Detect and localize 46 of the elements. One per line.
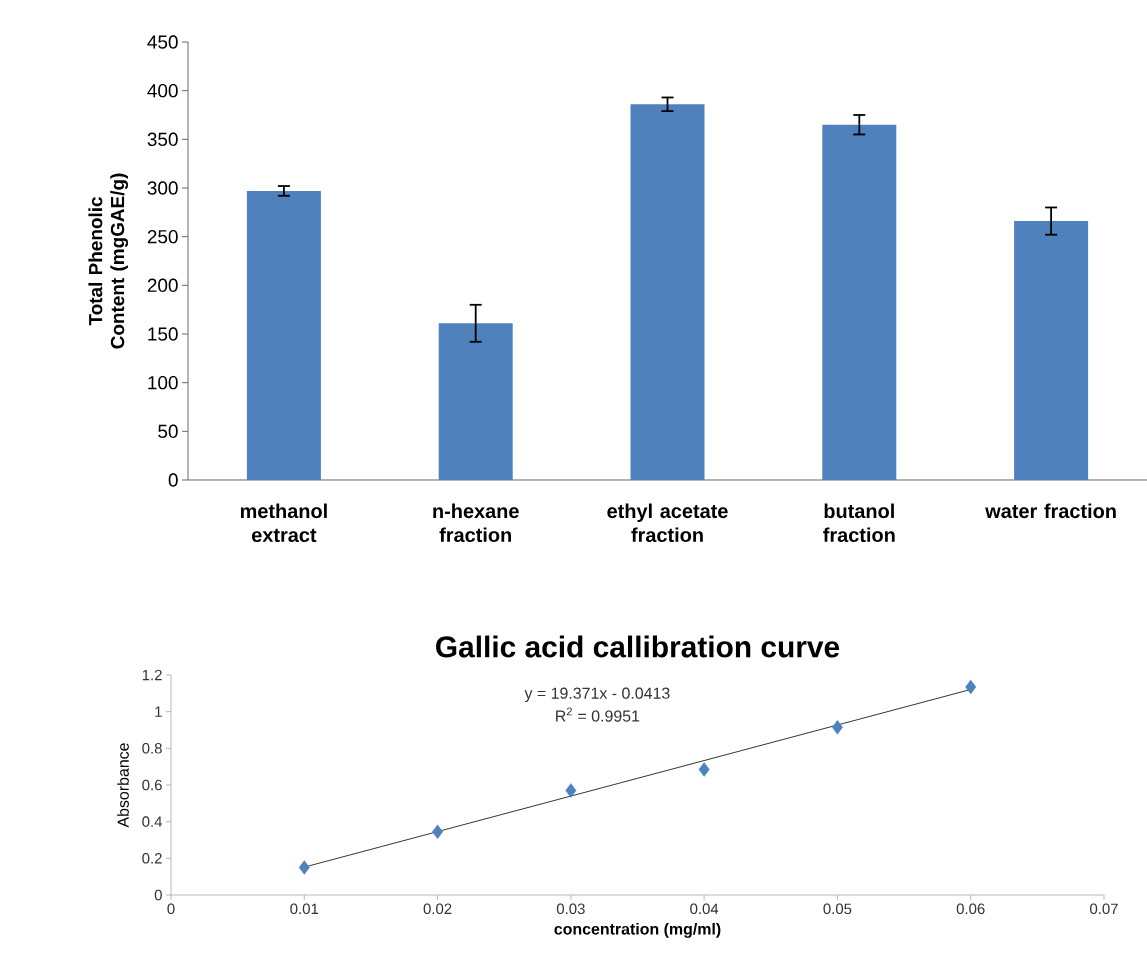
x-tick-label: butanol fraction — [823, 503, 895, 543]
y-axis-title: Absorbance — [117, 743, 129, 828]
y-tick-label: 1.2 — [142, 669, 162, 681]
x-tick-label: 0.03 — [556, 903, 585, 915]
y-tick-label: 400 — [147, 83, 178, 98]
bar — [822, 124, 897, 480]
x-tick-label: 0.05 — [823, 903, 852, 915]
x-tick-label: 0.06 — [956, 903, 985, 915]
annotation: R$^{2}$ = 0.9951 — [556, 707, 640, 722]
point — [565, 783, 577, 798]
x-tick-label: n-hexane fraction — [433, 503, 519, 543]
x-tick-label: 0.01 — [290, 903, 319, 915]
y-tick-label: 200 — [147, 278, 178, 293]
point — [831, 720, 843, 735]
x-tick-label: 0.04 — [690, 903, 719, 915]
bar — [246, 190, 321, 480]
x-tick-label: water fraction — [985, 503, 1116, 519]
point — [298, 860, 310, 875]
y-tick-label: 250 — [147, 229, 178, 244]
x-tick-label: ethyl acetate fraction — [607, 503, 728, 543]
bar — [1014, 221, 1089, 480]
y-tick-label: 450 — [147, 35, 178, 49]
point — [698, 762, 710, 777]
y-tick-label: 0.4 — [142, 816, 163, 827]
chart-title: Gallic acid callibration curve — [436, 635, 840, 658]
y-tick-label: 100 — [148, 375, 178, 390]
point — [432, 824, 444, 839]
y-tick-label: 350 — [147, 132, 178, 147]
y-tick-label: 50 — [158, 424, 178, 439]
y-tick-label: 1 — [155, 706, 162, 717]
bar — [438, 323, 513, 480]
y-axis-title: Total Phenolic Content (mgGAE/g) — [88, 173, 129, 349]
y-tick-label: 150 — [148, 327, 178, 341]
y-tick-label: 0 — [154, 889, 162, 901]
y-tick-label: 0 — [168, 473, 178, 487]
y-tick-label: 0.2 — [142, 853, 162, 864]
point — [965, 679, 977, 695]
x-tick-label: 0.02 — [423, 903, 452, 915]
annotation: y = 19.371x - 0.0413 — [524, 687, 670, 703]
y-tick-label: 0.6 — [142, 779, 162, 791]
x-tick-label: 0.07 — [1090, 903, 1118, 915]
y-tick-label: 300 — [147, 181, 178, 195]
bar — [630, 104, 705, 480]
x-tick-label: methanol extract — [240, 503, 327, 543]
y-tick-label: 0.8 — [142, 743, 162, 754]
x-axis-title: concentration (mg/ml) — [554, 922, 721, 938]
